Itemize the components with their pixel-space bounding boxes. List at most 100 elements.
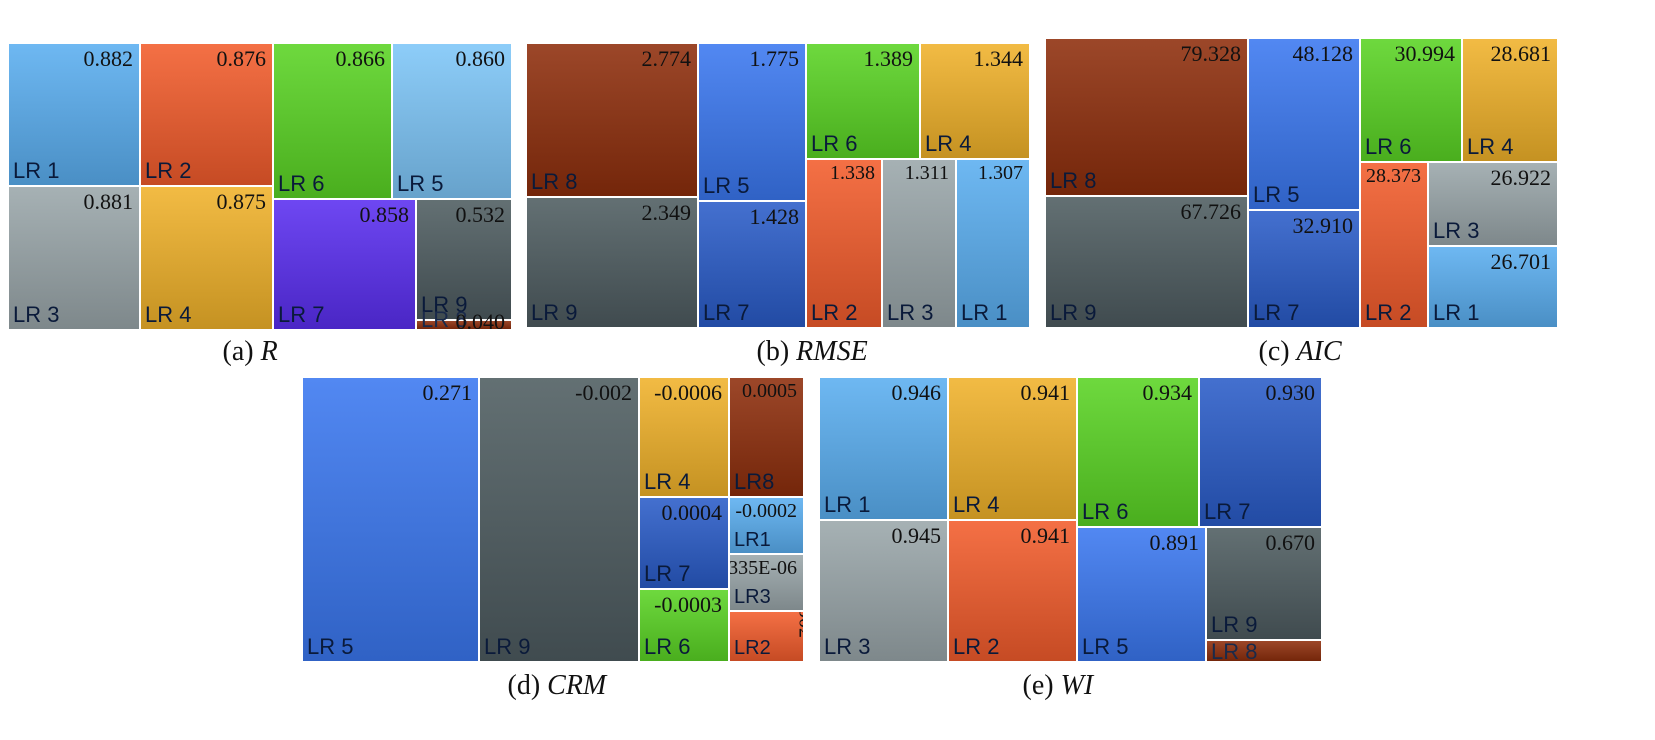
treemap-tile-lr-3: 0.881 LR 3 [8, 186, 140, 330]
caption-prefix: (e) [1022, 670, 1061, 701]
treemap-tile-lr-7: 0.0004 LR 7 [639, 497, 729, 589]
tile-value: 0.945 [891, 523, 942, 548]
treemap-tile-lr-2: 0.876 LR 2 [140, 43, 273, 186]
treemap-tile-lr-6: -0.0003 LR 6 [639, 589, 729, 662]
tile-value: 1.428 [749, 204, 800, 229]
treemap-tile-lr1: -0.0002 LR1 [729, 497, 804, 554]
tile-value: 1.338 [830, 162, 875, 184]
tile-value: 0.271 [422, 380, 473, 405]
tile-value: 2.774 [641, 46, 692, 71]
treemap-panel-rmse: 2.774 LR 8 2.349 LR 9 1.775 LR 5 1.428 LR 7 1.38… [526, 43, 1030, 328]
treemap-tile-lr-7: 1.428 LR 7 [698, 201, 806, 328]
caption-prefix: (b) [756, 336, 797, 367]
tile-value: 0.891 [1149, 530, 1200, 555]
treemap-tile-lr8: 0.0005 LR8 [729, 377, 804, 497]
tile-label: LR 5 [307, 634, 354, 659]
treemap-tile-lr-4: 28.681 LR 4 [1462, 38, 1558, 162]
caption-metric: WI [1060, 670, 1094, 701]
tile-label: LR 4 [1467, 134, 1514, 159]
tile-label: LR1 [734, 529, 771, 551]
tile-value: 67.726 [1180, 199, 1242, 224]
tile-value: 0.941 [1020, 380, 1071, 405]
tile-label: LR 2 [1365, 300, 1412, 325]
treemap-tile-lr-6: 0.934 LR 6 [1077, 377, 1199, 527]
tile-value: 1.311 [904, 162, 949, 184]
tile-value: 28.681 [1490, 41, 1552, 66]
treemap-tile-lr-2: 1.338 LR 2 [806, 159, 882, 328]
tile-label: LR 4 [925, 131, 972, 156]
tile-value: 0.866 [335, 46, 386, 71]
tile-label: LR 5 [397, 171, 444, 196]
panel-caption: (d) CRM [508, 670, 607, 702]
treemap-tile-lr-9: 2.349 LR 9 [526, 197, 698, 328]
tile-value: 0.670 [1265, 530, 1316, 555]
tile-label: LR 8 [1211, 639, 1258, 664]
tile-value: 0.876 [216, 46, 267, 71]
panel-caption: (a) R [223, 336, 278, 368]
tile-value: 26.922 [1490, 165, 1552, 190]
tile-label: LR 1 [824, 492, 871, 517]
treemap-tile-lr-5: 1.775 LR 5 [698, 43, 806, 201]
tile-label: LR 4 [145, 302, 192, 327]
tile-label: LR 9 [1211, 612, 1258, 637]
tile-value: 0.860 [455, 46, 506, 71]
treemap-tile-lr-2: 28.373 LR 2 [1360, 162, 1428, 328]
tile-value: 0.941 [1020, 523, 1071, 548]
treemap-tile-lr-5: 0.860 LR 5 [392, 43, 512, 199]
tile-label: LR 4 [644, 469, 691, 494]
tile-label: LR 2 [953, 634, 1000, 659]
treemap-tile-lr-4: 0.941 LR 4 [948, 377, 1077, 520]
treemap-tile-lr-5: 48.128 LR 5 [1248, 38, 1360, 210]
treemap-tile-lr-5: 0.271 LR 5 [302, 377, 479, 662]
treemap-tile-lr-1: 0.882 LR 1 [8, 43, 140, 186]
treemap-tile-lr3: -2.335E-06 LR3 [729, 554, 804, 611]
tile-label: LR 5 [1253, 182, 1300, 207]
treemap-tile-lr-6: 0.866 LR 6 [273, 43, 392, 199]
caption-metric: RMSE [796, 336, 868, 367]
tile-value: 1.775 [749, 46, 800, 71]
treemap-panel-wi: 0.946 LR 1 0.945 LR 3 0.941 LR 4 0.941 LR 2 0.93… [819, 377, 1322, 664]
tile-label: LR3 [734, 586, 771, 608]
panel-caption: (b) RMSE [757, 336, 868, 368]
tile-label: LR 1 [961, 300, 1008, 325]
tile-label: LR 7 [1204, 499, 1251, 524]
tile-label: LR 6 [1365, 134, 1412, 159]
tile-label: LR 1 [13, 158, 60, 183]
tile-label: LR 6 [1082, 499, 1129, 524]
panel-caption: (c) AIC [1259, 336, 1342, 368]
treemap-tile-lr-1: 0.946 LR 1 [819, 377, 948, 520]
tile-value: 0.858 [359, 202, 410, 227]
tile-label: LR 9 [484, 634, 531, 659]
tile-label: LR 6 [278, 171, 325, 196]
treemap-tile-lr-4: 0.875 LR 4 [140, 186, 273, 330]
tile-label: LR 3 [887, 300, 934, 325]
tile-value: 2.349 [641, 200, 692, 225]
tile-value: 0.930 [1265, 380, 1316, 405]
tile-label: LR 7 [703, 300, 750, 325]
tile-value: 0.0005 [742, 380, 797, 402]
tile-value: 1.344 [973, 46, 1024, 71]
tile-value: 28.373 [1366, 165, 1421, 187]
tile-value: 30.994 [1394, 41, 1456, 66]
tile-value: 0.0004 [661, 500, 723, 525]
tile-label: LR 3 [13, 302, 60, 327]
tile-label: LR 2 [145, 158, 192, 183]
treemap-tile-lr-6: 1.389 LR 6 [806, 43, 920, 159]
tile-label: LR 2 [811, 300, 858, 325]
tile-label: LR 5 [1082, 634, 1129, 659]
treemap-tile-lr-3: 26.922 LR 3 [1428, 162, 1558, 246]
tile-label: LR 9 [531, 300, 578, 325]
tile-value: 0.040 [455, 309, 506, 334]
treemap-tile-lr-3: 1.311 LR 3 [882, 159, 956, 328]
tile-label: LR 9 [1050, 300, 1097, 325]
tile-label: LR 7 [644, 561, 691, 586]
treemap-tile-lr-6: 30.994 LR 6 [1360, 38, 1462, 162]
tile-value: -0.0003 [654, 592, 722, 617]
treemap-tile-lr-3: 0.945 LR 3 [819, 520, 948, 662]
tile-value: 0.882 [83, 46, 134, 71]
treemap-tile-lr-1: 26.701 LR 1 [1428, 246, 1558, 328]
caption-prefix: (a) [222, 336, 261, 367]
treemap-tile-lr-7: 0.858 LR 7 [273, 199, 416, 330]
tile-label: LR8 [734, 469, 775, 494]
tile-label: LR 7 [1253, 300, 1300, 325]
